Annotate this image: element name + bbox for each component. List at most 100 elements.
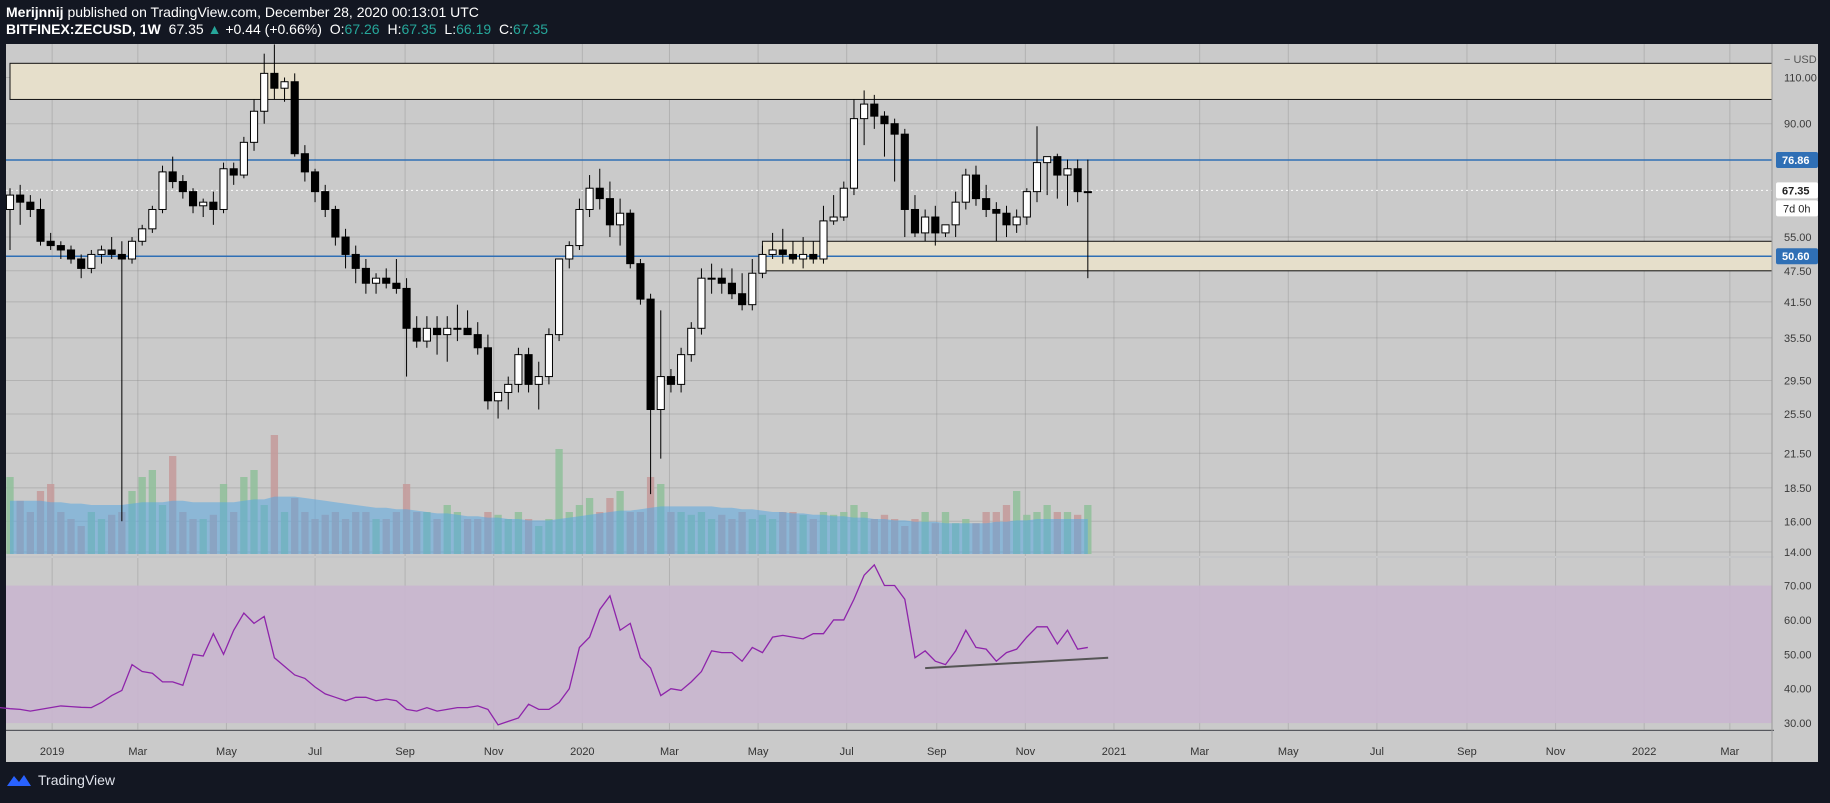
time-tick-label: Nov xyxy=(484,746,504,758)
candle-body xyxy=(1043,156,1052,164)
high-label: H: xyxy=(387,21,402,37)
rsi-tick-label: 30.00 xyxy=(1784,718,1812,730)
price-tick-label: 55.00 xyxy=(1784,232,1812,244)
candle-body xyxy=(36,208,45,242)
rsi-tick-label: 40.00 xyxy=(1784,684,1812,696)
candle-body xyxy=(849,118,859,189)
candle-body xyxy=(1002,212,1011,226)
rsi-tick-label: 60.00 xyxy=(1784,615,1812,627)
price-tick-label: 90.00 xyxy=(1784,119,1812,131)
candle-body xyxy=(707,277,716,280)
volume-bar xyxy=(270,435,279,554)
volume-bar xyxy=(555,449,563,554)
candle-body xyxy=(697,277,706,329)
time-tick-label: 2021 xyxy=(1102,746,1126,758)
candle-body xyxy=(951,201,960,226)
candle-body xyxy=(300,153,309,173)
publish-info: published on TradingView.com, December 2… xyxy=(67,4,479,20)
candle-body xyxy=(860,103,869,120)
candle-body xyxy=(565,245,574,260)
candle-body xyxy=(646,298,655,411)
candle-body xyxy=(1083,191,1092,194)
candle-body xyxy=(66,249,76,260)
price-change: +0.44 (+0.66%) xyxy=(225,21,322,37)
candle-body xyxy=(219,168,228,210)
candle-body xyxy=(382,277,391,284)
price-tick-label: 21.50 xyxy=(1784,448,1812,460)
author-name[interactable]: Merijnnij xyxy=(6,4,64,20)
candle-body xyxy=(758,253,767,274)
price-badge-label: 76.86 xyxy=(1782,155,1810,167)
last-price: 67.35 xyxy=(168,21,204,37)
candle-body xyxy=(931,216,940,234)
brand-label[interactable]: TradingView xyxy=(38,772,116,788)
candle-body xyxy=(799,253,808,260)
candle-body xyxy=(626,212,635,265)
candle-body xyxy=(687,327,696,356)
candle-body xyxy=(677,354,686,385)
candle-body xyxy=(117,253,126,260)
candle-body xyxy=(819,220,828,260)
time-tick-label: May xyxy=(1278,746,1299,758)
price-tick-label: 14.00 xyxy=(1784,547,1812,559)
candle-body xyxy=(788,253,798,260)
candle-body xyxy=(97,249,106,255)
candle-body xyxy=(585,187,594,210)
candle-body xyxy=(961,174,970,203)
tradingview-logo-icon xyxy=(7,775,31,786)
price-tick-label: 16.00 xyxy=(1784,516,1812,528)
high-value: 67.35 xyxy=(401,21,437,37)
time-tick-label: Jul xyxy=(1370,746,1384,758)
candle-body xyxy=(1022,191,1031,218)
time-tick-label: Jul xyxy=(840,746,854,758)
candle-body xyxy=(778,249,787,255)
candle-body xyxy=(616,212,625,226)
candle-body xyxy=(361,267,370,284)
candle-body xyxy=(178,181,187,193)
candle-body xyxy=(575,208,584,247)
candle-body xyxy=(310,171,320,193)
candle-body xyxy=(239,141,248,176)
candle-body xyxy=(280,81,289,89)
candle-body xyxy=(921,216,930,234)
rsi-band xyxy=(6,585,1772,724)
time-tick-label: May xyxy=(216,746,237,758)
publish-line: Merijnnij published on TradingView.com, … xyxy=(6,4,548,21)
candle-body xyxy=(992,208,1001,214)
candle-body xyxy=(46,240,55,247)
candle-body xyxy=(107,249,116,255)
candle-body xyxy=(453,327,462,330)
candle-body xyxy=(188,191,198,207)
candle-body xyxy=(16,194,25,203)
candle-body xyxy=(890,123,899,135)
symbol-label[interactable]: BITFINEX:ZECUSD, 1W xyxy=(6,21,161,37)
candle-body xyxy=(260,72,269,112)
time-tick-label: Mar xyxy=(1720,746,1739,758)
candle-body xyxy=(870,103,879,117)
candle-body xyxy=(717,277,726,284)
open-value: 67.26 xyxy=(344,21,380,37)
candle-body xyxy=(880,115,889,125)
price-pane-bg xyxy=(6,44,1774,556)
time-tick-label: Nov xyxy=(1546,746,1566,758)
candle-body xyxy=(829,216,838,222)
footer: TradingView xyxy=(6,772,115,788)
candle-body xyxy=(504,383,513,393)
candle-body xyxy=(371,277,381,284)
rsi-line xyxy=(0,563,1088,726)
candle-body xyxy=(727,282,737,295)
open-label: O: xyxy=(329,21,345,37)
candle-body xyxy=(1073,168,1082,193)
candle-body xyxy=(5,194,15,210)
chart-header: Merijnnij published on TradingView.com, … xyxy=(6,4,548,38)
candle-body xyxy=(249,110,259,143)
candle-body xyxy=(351,253,360,269)
candle-body xyxy=(1053,156,1062,176)
time-tick-label: Sep xyxy=(395,746,415,758)
candle-body xyxy=(463,327,472,336)
candle-body xyxy=(127,240,137,260)
candle-body xyxy=(910,208,920,234)
candle-body xyxy=(595,187,604,200)
time-tick-label: 2019 xyxy=(40,746,64,758)
